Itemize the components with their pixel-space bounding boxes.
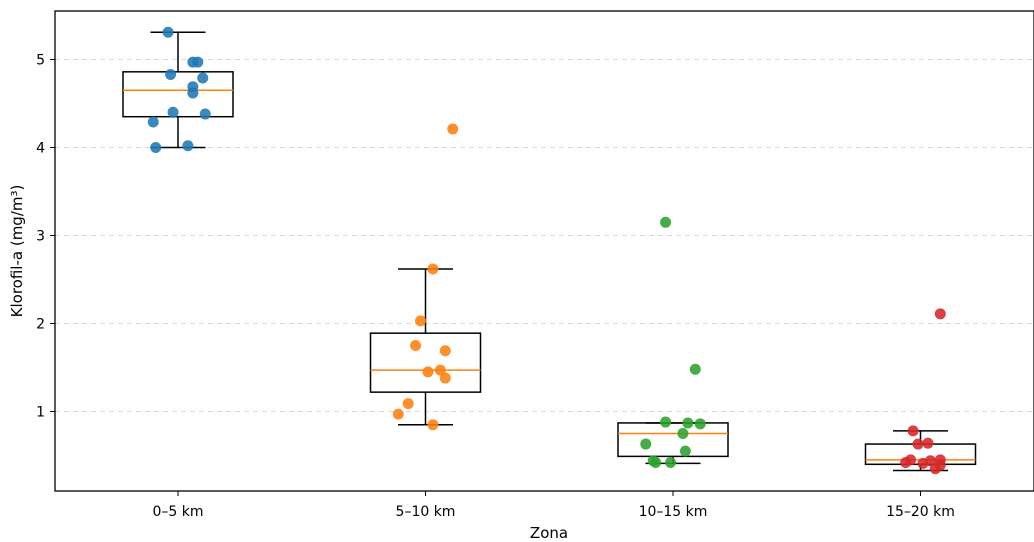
data-points — [147, 26, 946, 475]
data-point — [199, 108, 211, 120]
box-iqr — [369, 332, 482, 393]
data-point — [162, 26, 174, 38]
axis-ticks: 1 2 3 4 5 0–5 km 5–10 km 10–15 km 15–20 km — [36, 53, 955, 521]
data-point — [650, 457, 662, 469]
data-point — [907, 425, 919, 437]
data-point — [147, 116, 159, 128]
box-group — [617, 422, 729, 465]
data-point — [415, 315, 427, 327]
box-group — [369, 268, 482, 426]
data-point — [660, 216, 672, 228]
data-point — [694, 418, 706, 430]
y-tick-label: 5 — [36, 53, 45, 69]
data-point — [929, 463, 941, 475]
data-point — [447, 123, 459, 135]
y-axis-label: Klorofil-a (mg/m³) — [8, 185, 26, 318]
data-point — [410, 340, 422, 351]
data-point — [922, 437, 934, 449]
data-point — [187, 87, 199, 99]
data-point — [660, 416, 672, 428]
data-point — [392, 408, 404, 420]
data-point — [640, 438, 652, 450]
boxes — [122, 31, 977, 472]
data-point — [689, 363, 701, 375]
box-iqr — [617, 422, 729, 458]
data-point — [422, 366, 434, 378]
data-point — [402, 398, 414, 410]
data-point — [165, 68, 177, 80]
data-point — [924, 455, 936, 467]
data-point — [912, 438, 924, 450]
data-point — [427, 263, 439, 275]
x-tick-label: 5–10 km — [396, 504, 456, 520]
y-tick-label: 1 — [36, 405, 45, 421]
data-point — [679, 445, 691, 457]
data-point — [197, 72, 209, 84]
data-point — [665, 457, 677, 469]
y-tick-label: 3 — [36, 229, 45, 245]
x-tick-label: 0–5 km — [152, 504, 203, 520]
data-point — [439, 345, 451, 357]
grid-lines — [55, 59, 1034, 412]
data-point — [682, 417, 694, 429]
y-tick-label: 4 — [36, 141, 45, 157]
x-tick-label: 15–20 km — [886, 504, 955, 520]
data-point — [434, 364, 446, 376]
x-tick-label: 10–15 km — [639, 504, 708, 520]
box-iqr — [122, 71, 234, 118]
data-point — [182, 140, 194, 152]
data-point — [905, 454, 917, 466]
plot-frame — [54, 10, 1034, 492]
data-point — [192, 56, 204, 68]
data-point — [439, 372, 451, 384]
data-point — [167, 106, 179, 118]
data-point — [150, 142, 162, 153]
y-tick-label: 2 — [36, 317, 45, 333]
data-point — [427, 419, 439, 431]
data-point — [677, 428, 689, 439]
data-point — [934, 308, 946, 320]
x-axis-label: Zona — [530, 524, 568, 542]
box-group — [122, 31, 234, 149]
